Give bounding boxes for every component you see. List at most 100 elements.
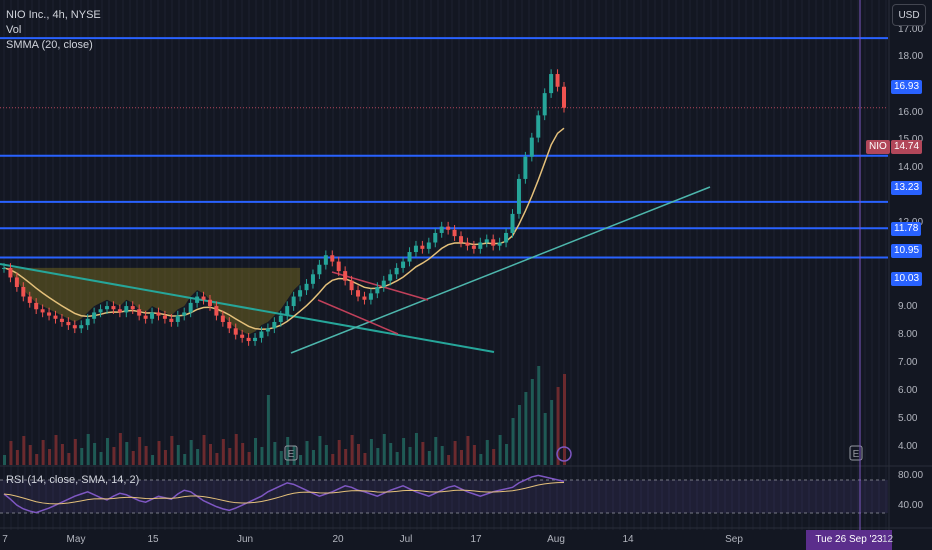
cursor-time-label: 12 bbox=[882, 534, 894, 545]
price-tick-label: 6.00 bbox=[898, 385, 918, 396]
volume-bar bbox=[395, 452, 399, 465]
volume-bar bbox=[344, 449, 348, 465]
volume-bar bbox=[80, 448, 84, 465]
candle-body bbox=[59, 318, 64, 322]
volume-bar bbox=[305, 441, 309, 465]
candle-body bbox=[356, 290, 361, 297]
volume-bar bbox=[414, 433, 418, 465]
volume-bar bbox=[202, 435, 206, 465]
volume-bar bbox=[105, 438, 109, 465]
candle-body bbox=[362, 296, 367, 300]
volume-bar bbox=[299, 455, 303, 465]
volume-bar bbox=[260, 447, 264, 465]
candle-body bbox=[175, 315, 180, 322]
volume-bar bbox=[60, 444, 64, 465]
candle-body bbox=[53, 315, 58, 319]
volume-bar bbox=[286, 437, 290, 465]
candle-body bbox=[523, 156, 528, 179]
time-tick-label: 17 bbox=[470, 534, 482, 545]
volume-bar bbox=[563, 374, 566, 465]
candle-body bbox=[117, 309, 122, 313]
time-tick-label: Jul bbox=[400, 534, 413, 545]
candle-body bbox=[368, 293, 373, 300]
candle-body bbox=[278, 315, 283, 322]
smma-label[interactable]: SMMA (20, close) bbox=[6, 39, 93, 51]
candle-body bbox=[227, 321, 232, 329]
symbol-label[interactable]: NIO Inc., 4h, NYSE bbox=[6, 9, 101, 21]
rsi-tick-label: 40.00 bbox=[898, 500, 923, 511]
level-tag[interactable]: 11.78 bbox=[891, 222, 922, 236]
volume-bar bbox=[421, 442, 425, 465]
volume-bar bbox=[479, 454, 483, 465]
candle-body bbox=[562, 86, 566, 108]
candle-body bbox=[433, 232, 438, 243]
rsi-label[interactable]: RSI (14, close, SMA, 14, 2) bbox=[6, 474, 140, 486]
volume-bar bbox=[537, 366, 541, 465]
candle-body bbox=[471, 245, 476, 249]
level-tag[interactable]: 10.95 bbox=[891, 244, 923, 258]
volume-label[interactable]: Vol bbox=[6, 24, 22, 36]
candle-body bbox=[182, 312, 187, 316]
candle-body bbox=[504, 232, 509, 243]
candle-body bbox=[317, 264, 322, 275]
level-tag[interactable]: 16.93 bbox=[891, 80, 923, 94]
candle-body bbox=[272, 321, 277, 329]
trend-lines bbox=[0, 186, 711, 354]
volume-bar bbox=[196, 449, 200, 465]
candle-body bbox=[79, 325, 84, 329]
volume-bar bbox=[292, 446, 296, 465]
candle-body bbox=[446, 226, 451, 230]
volume-bar bbox=[434, 437, 438, 465]
earnings-marker-label: E bbox=[853, 449, 860, 460]
candle-body bbox=[27, 296, 32, 303]
volume-bar bbox=[41, 440, 45, 465]
candle-body bbox=[150, 312, 155, 319]
volume-bar bbox=[67, 453, 71, 465]
volume-bar bbox=[550, 400, 554, 465]
volume-bar bbox=[86, 434, 90, 465]
level-tag[interactable]: 10.03 bbox=[891, 272, 923, 286]
volume-bar bbox=[402, 438, 406, 465]
volume-bar bbox=[247, 452, 251, 465]
horizontal-levels bbox=[0, 37, 888, 259]
uptrend-line bbox=[290, 186, 711, 354]
candle-body bbox=[529, 137, 534, 157]
price-tick-label: 16.00 bbox=[898, 107, 923, 118]
time-tick-label: 15 bbox=[147, 534, 159, 545]
volume-bar bbox=[131, 451, 135, 465]
downtrend-line bbox=[0, 263, 495, 353]
price-tick-label: 5.00 bbox=[898, 413, 918, 424]
channel-line bbox=[317, 299, 399, 335]
candle-body bbox=[375, 287, 380, 294]
candle-body bbox=[98, 309, 103, 313]
price-tick-label: 4.00 bbox=[898, 441, 918, 452]
time-tick-label: Sep bbox=[725, 534, 743, 545]
volume-bar bbox=[221, 439, 225, 465]
current-price-tag: 14.74 bbox=[891, 140, 923, 154]
rsi-line bbox=[3, 474, 565, 514]
volume-bar bbox=[427, 451, 431, 465]
smma-line bbox=[3, 127, 565, 330]
level-tag[interactable]: 13.23 bbox=[891, 181, 923, 195]
candle-body bbox=[246, 337, 251, 342]
candle-body bbox=[85, 318, 90, 326]
volume-bar bbox=[28, 445, 32, 465]
volume-bar bbox=[234, 434, 238, 465]
volume-bar bbox=[318, 436, 322, 465]
currency-button[interactable]: USD bbox=[892, 4, 926, 26]
volume-bar bbox=[447, 455, 451, 465]
candle-body bbox=[413, 245, 418, 253]
volume-bar bbox=[93, 443, 97, 465]
candle-body bbox=[156, 312, 161, 316]
candle-body bbox=[439, 226, 444, 233]
chart-legend: NIO Inc., 4h, NYSE Vol SMMA (20, close) bbox=[6, 8, 101, 53]
price-tick-label: 18.00 bbox=[898, 51, 923, 62]
candle-body bbox=[34, 302, 39, 310]
candle-body bbox=[137, 309, 142, 316]
volume-bar bbox=[9, 441, 13, 465]
candle-body bbox=[21, 287, 26, 297]
volume-bar bbox=[324, 445, 328, 465]
volume-bar bbox=[408, 447, 412, 465]
